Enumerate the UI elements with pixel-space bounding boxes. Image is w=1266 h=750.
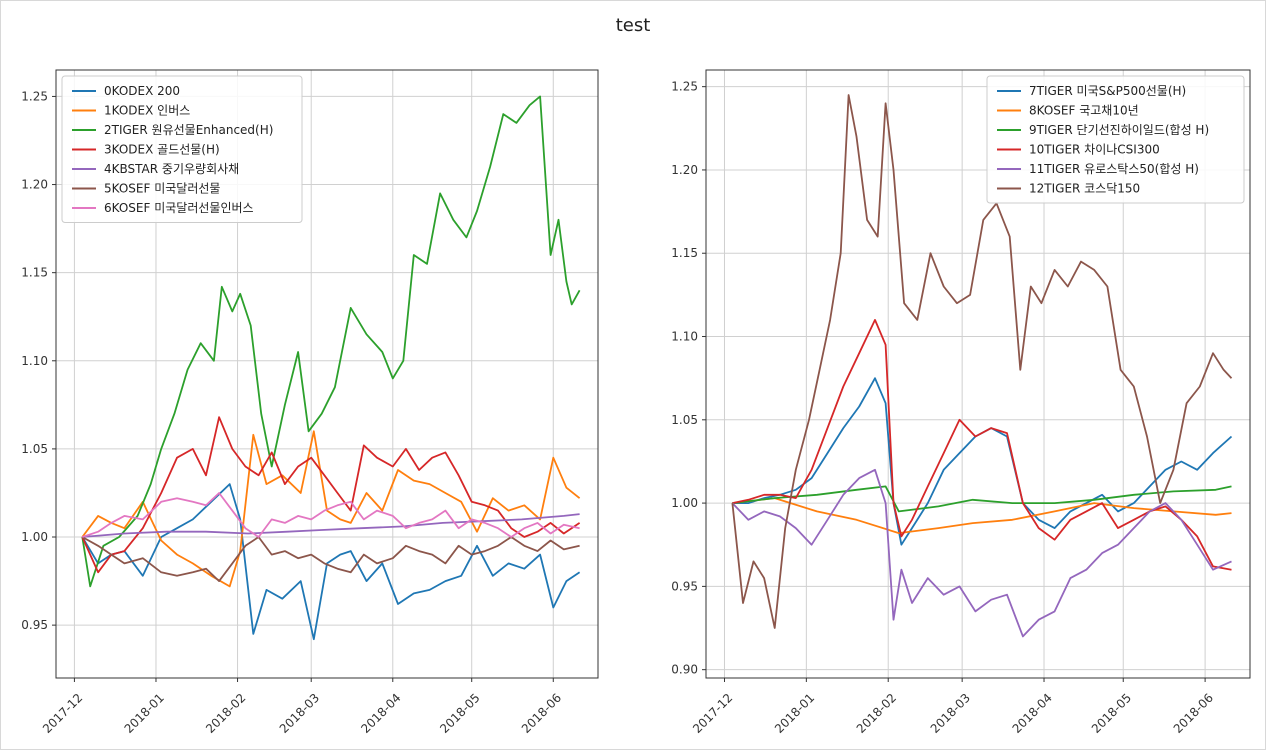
y-tick-label: 0.95 <box>21 618 48 632</box>
y-tick-label: 0.90 <box>671 663 698 677</box>
series-line-5 <box>731 94 1233 629</box>
y-tick-label: 1.20 <box>671 163 698 177</box>
y-tick-label: 1.20 <box>21 178 48 192</box>
y-tick-label: 1.25 <box>21 89 48 103</box>
legend-label: 0KODEX 200 <box>104 84 180 98</box>
y-tick-label: 1.15 <box>671 246 698 260</box>
legend-label: 7TIGER 미국S&P500선물(H) <box>1029 84 1186 98</box>
y-tick-label: 1.05 <box>671 413 698 427</box>
y-tick-label: 1.25 <box>671 80 698 94</box>
series-line-3 <box>732 318 1232 571</box>
legend-label: 8KOSEF 국고채10년 <box>1029 104 1139 118</box>
legend-label: 3KODEX 골드선물(H) <box>104 143 220 157</box>
legend-label: 6KOSEF 미국달러선물인버스 <box>104 201 254 215</box>
series-line-1 <box>81 430 581 588</box>
series-line-2 <box>732 485 1232 513</box>
y-tick-label: 0.95 <box>671 579 698 593</box>
legend-label: 9TIGER 단기선진하이일드(합성 H) <box>1029 123 1209 137</box>
legend-label: 1KODEX 인버스 <box>104 104 190 118</box>
legend-label: 2TIGER 원유선물Enhanced(H) <box>104 123 273 137</box>
series-line-2 <box>81 95 581 588</box>
series-line-3 <box>81 416 581 574</box>
axes-frame <box>705 69 1251 679</box>
series-line-4 <box>731 468 1232 638</box>
legend-box <box>986 75 1245 204</box>
y-tick-label: 1.15 <box>21 266 48 280</box>
legend: 7TIGER 미국S&P500선물(H) 8KOSEF 국고채10년 9TIGER … <box>986 75 1245 204</box>
axes-frame <box>55 69 599 679</box>
legend-label: 5KOSEF 미국달러선물 <box>104 182 220 196</box>
y-tick-label: 1.05 <box>21 442 48 456</box>
legend-box <box>61 75 303 223</box>
y-tick-label: 1.00 <box>671 496 698 510</box>
y-tick-label: 1.10 <box>21 354 48 368</box>
legend: 0KODEX 200 1KODEX 인버스 2TIGER 원유선물Enhanced(… <box>61 75 303 223</box>
legend-label: 4KBSTAR 중기우량회사채 <box>104 162 239 176</box>
y-tick-label: 1.10 <box>671 330 698 344</box>
legend-label: 10TIGER 차이나CSI300 <box>1029 143 1160 157</box>
y-tick-label: 1.00 <box>21 530 48 544</box>
figure-title: test <box>616 15 651 36</box>
series-line-6 <box>82 492 580 538</box>
series-line-4 <box>82 513 580 538</box>
series-line-1 <box>732 497 1232 534</box>
legend-label: 11TIGER 유로스탁스50(합성 H) <box>1029 162 1199 176</box>
series-line-5 <box>81 536 580 582</box>
legend-label: 12TIGER 코스닥150 <box>1029 182 1140 196</box>
